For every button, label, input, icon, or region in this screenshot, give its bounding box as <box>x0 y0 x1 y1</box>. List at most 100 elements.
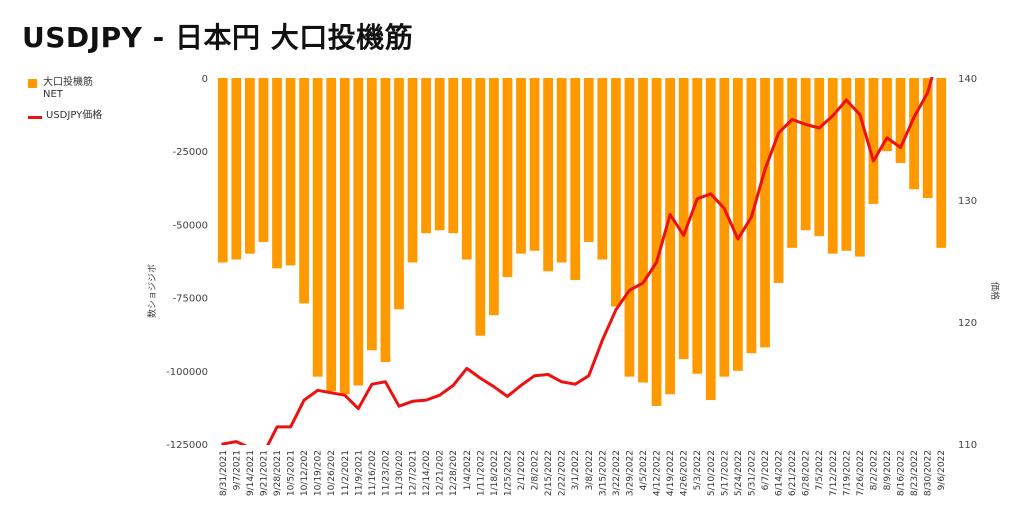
bar <box>299 78 309 304</box>
x-tick-label: 11/2/2021 <box>341 450 351 496</box>
y-right-tick-label: 140 <box>958 74 977 85</box>
y-left-tick-label: 0 <box>202 74 208 85</box>
x-tick-label: 8/16/2022 <box>897 450 907 496</box>
x-tick-label: 9/21/2021 <box>259 450 269 496</box>
y-left-tick-label: -125000 <box>166 440 208 451</box>
x-tick-label: 7/12/2022 <box>829 450 839 496</box>
x-tick-label: 12/28/202 <box>449 450 459 496</box>
bar <box>882 78 892 152</box>
x-tick-label: 6/28/2022 <box>802 450 812 496</box>
x-tick-label: 2/22/2022 <box>558 450 568 496</box>
bar <box>773 78 784 283</box>
x-tick-label: 2/8/2022 <box>531 450 541 490</box>
x-tick-label: 10/19/202 <box>314 450 324 496</box>
x-tick-label: 6/21/2022 <box>788 450 798 496</box>
bar <box>841 78 852 251</box>
legend-item-net: 大口投機筋 NET <box>28 77 102 101</box>
x-tick-label: 5/24/2022 <box>734 450 744 496</box>
bar <box>272 78 282 269</box>
bar <box>936 78 947 248</box>
y-left-tick-label: -100000 <box>166 367 208 378</box>
x-tick-label: 11/30/202 <box>395 450 405 496</box>
bar <box>353 78 364 386</box>
bar <box>339 78 350 395</box>
x-tick-label: 3/22/2022 <box>612 450 622 496</box>
bar <box>909 78 919 190</box>
y-left-tick-label: -50000 <box>173 220 208 231</box>
x-tick-label: 9/6/2022 <box>937 450 947 490</box>
x-tick-label: 5/10/2022 <box>707 450 717 496</box>
x-tick-label: 11/9/2021 <box>354 450 364 496</box>
bar <box>922 78 933 199</box>
x-tick-label: 5/31/2022 <box>747 450 757 496</box>
x-tick-label: 7/5/2022 <box>815 450 825 490</box>
bar <box>543 78 553 272</box>
x-tick-label: 3/29/2022 <box>625 450 635 496</box>
x-tick-label: 8/23/2022 <box>910 450 920 496</box>
legend: 大口投機筋 NET USDJPY価格 <box>28 77 102 131</box>
bar <box>326 78 337 392</box>
bar <box>394 78 404 310</box>
x-tick-label: 8/30/2022 <box>924 450 934 496</box>
bar <box>624 78 635 377</box>
x-tick-label: 7/26/2022 <box>856 450 866 496</box>
y-right-axis-title: 価格 <box>989 282 1001 300</box>
legend-label-net: 大口投機筋 NET <box>43 77 93 100</box>
bar <box>651 78 662 406</box>
x-tick-label: 6/7/2022 <box>761 450 771 490</box>
x-tick-label: 11/23/202 <box>381 450 391 496</box>
bar <box>448 78 459 234</box>
bar <box>611 78 621 307</box>
bar <box>678 78 689 360</box>
bar <box>638 78 648 383</box>
bar <box>583 78 594 242</box>
x-tick-label: 6/14/2022 <box>775 450 785 496</box>
bar <box>407 78 418 263</box>
x-tick-label: 8/31/2021 <box>219 450 229 496</box>
y-right-tick-label: 130 <box>958 196 977 207</box>
y-left-tick-label: -25000 <box>173 147 208 158</box>
x-tick-label: 5/3/2022 <box>693 450 703 490</box>
x-tick-label: 9/7/2021 <box>232 450 242 490</box>
x-tick-label: 3/15/2022 <box>598 450 608 496</box>
x-tick-label: 3/1/2022 <box>571 450 581 490</box>
x-tick-label: 4/19/2022 <box>666 450 676 496</box>
bar <box>516 78 526 254</box>
bar <box>814 78 825 237</box>
x-tick-label: 9/14/2021 <box>246 450 256 496</box>
price-line <box>221 77 934 445</box>
bar <box>489 78 499 316</box>
x-tick-label: 5/17/2022 <box>720 450 730 496</box>
x-tick-label: 2/1/2022 <box>517 450 527 490</box>
bar <box>312 78 323 377</box>
bar <box>556 78 567 263</box>
bar <box>868 78 879 204</box>
x-tick-label: 12/21/202 <box>436 450 446 496</box>
x-tick-label: 1/11/2022 <box>476 450 486 496</box>
bar <box>529 78 540 251</box>
x-tick-label: 4/12/2022 <box>653 450 663 496</box>
bar <box>895 78 906 163</box>
x-tick-label: 12/7/2021 <box>409 450 419 496</box>
legend-swatch-bar <box>28 79 37 88</box>
y-right-tick-label: 110 <box>958 440 977 451</box>
bar <box>719 78 730 377</box>
x-tick-label: 7/19/2022 <box>842 450 852 496</box>
x-tick-label: 1/25/2022 <box>503 450 513 496</box>
x-tick-label: 10/12/202 <box>300 450 310 496</box>
x-tick-label: 8/9/2022 <box>883 450 893 490</box>
bar <box>800 78 811 231</box>
bar <box>827 78 838 254</box>
x-tick-label: 3/8/2022 <box>585 450 595 490</box>
y-right-tick-label: 120 <box>958 318 977 329</box>
x-tick-label: 4/5/2022 <box>639 450 649 490</box>
bar <box>475 78 486 336</box>
y-left-axis-title: 数ショジジボ <box>146 264 158 318</box>
bar <box>570 78 581 281</box>
x-tick-label: 1/4/2022 <box>463 450 473 490</box>
bar <box>733 78 743 371</box>
bar <box>434 78 445 231</box>
bar <box>461 78 472 260</box>
bar <box>231 78 242 260</box>
